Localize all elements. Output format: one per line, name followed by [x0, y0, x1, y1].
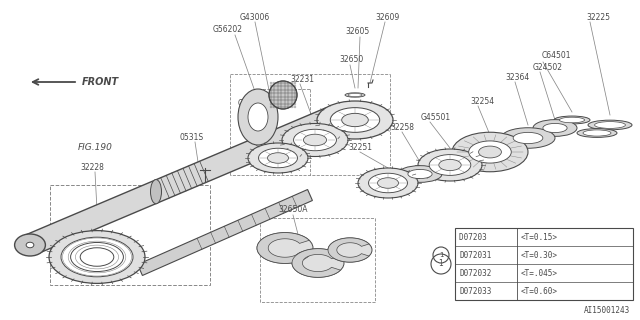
Ellipse shape [257, 233, 313, 263]
Ellipse shape [378, 178, 399, 188]
Ellipse shape [15, 234, 45, 256]
Text: D072033: D072033 [459, 286, 492, 295]
Ellipse shape [282, 124, 348, 156]
Ellipse shape [452, 132, 528, 172]
Ellipse shape [317, 101, 393, 139]
Ellipse shape [70, 243, 124, 271]
Ellipse shape [80, 248, 114, 266]
Ellipse shape [342, 113, 368, 127]
Text: <T=0.60>: <T=0.60> [521, 286, 558, 295]
Text: 32650A: 32650A [278, 205, 308, 214]
Text: <T=.045>: <T=.045> [521, 268, 558, 277]
FancyBboxPatch shape [455, 228, 633, 300]
Text: G43006: G43006 [240, 13, 270, 22]
Text: 32251: 32251 [348, 143, 372, 153]
Ellipse shape [303, 134, 326, 146]
Ellipse shape [429, 155, 471, 175]
Text: D072031: D072031 [459, 251, 492, 260]
Ellipse shape [418, 149, 482, 181]
Text: 32228: 32228 [80, 164, 104, 172]
Ellipse shape [248, 143, 308, 173]
Text: 1: 1 [439, 252, 444, 258]
Ellipse shape [61, 237, 133, 277]
Text: G45501: G45501 [238, 100, 268, 108]
Polygon shape [257, 233, 309, 263]
Ellipse shape [259, 148, 298, 168]
Text: G45501: G45501 [421, 114, 451, 123]
Text: 32609: 32609 [376, 13, 400, 22]
Text: 1: 1 [438, 260, 444, 268]
Ellipse shape [150, 180, 161, 204]
Text: D072032: D072032 [459, 268, 492, 277]
Ellipse shape [543, 124, 567, 132]
Polygon shape [328, 238, 369, 262]
Ellipse shape [533, 120, 577, 136]
Ellipse shape [268, 153, 289, 163]
Ellipse shape [26, 242, 34, 248]
Ellipse shape [468, 141, 511, 163]
Text: 32254: 32254 [470, 98, 494, 107]
Ellipse shape [248, 103, 268, 131]
Ellipse shape [398, 166, 442, 182]
Text: 0531S: 0531S [180, 133, 204, 142]
Ellipse shape [588, 120, 632, 130]
Ellipse shape [294, 129, 337, 151]
Ellipse shape [348, 93, 362, 97]
Ellipse shape [513, 132, 543, 144]
Text: <T=0.15>: <T=0.15> [521, 233, 558, 242]
Ellipse shape [554, 116, 590, 124]
Polygon shape [26, 108, 334, 255]
Ellipse shape [577, 129, 617, 137]
Ellipse shape [479, 146, 501, 158]
Text: 32364: 32364 [506, 74, 530, 83]
Ellipse shape [330, 108, 380, 132]
Text: 32650: 32650 [340, 55, 364, 65]
Ellipse shape [49, 231, 145, 284]
Text: 32605: 32605 [346, 28, 370, 36]
Ellipse shape [583, 130, 611, 136]
Polygon shape [292, 249, 340, 277]
Text: 32225: 32225 [586, 13, 610, 22]
Ellipse shape [559, 117, 584, 123]
Ellipse shape [345, 93, 365, 97]
Text: 32258: 32258 [390, 124, 414, 132]
Ellipse shape [501, 128, 555, 148]
Ellipse shape [369, 173, 408, 193]
Text: G24502: G24502 [533, 62, 563, 71]
Ellipse shape [328, 238, 372, 262]
Polygon shape [138, 189, 312, 276]
Ellipse shape [439, 159, 461, 171]
Text: AI15001243: AI15001243 [584, 306, 630, 315]
Text: 32231: 32231 [290, 76, 314, 84]
Ellipse shape [269, 81, 297, 109]
Text: FRONT: FRONT [82, 77, 119, 87]
Ellipse shape [408, 169, 432, 179]
Text: C64501: C64501 [541, 51, 571, 60]
Ellipse shape [292, 249, 344, 277]
Text: D07203: D07203 [459, 233, 492, 242]
Text: G56202: G56202 [213, 26, 243, 35]
Text: <T=0.30>: <T=0.30> [521, 251, 558, 260]
Ellipse shape [595, 122, 625, 128]
Text: FIG.190: FIG.190 [78, 143, 113, 153]
Ellipse shape [238, 89, 278, 145]
Ellipse shape [358, 168, 418, 198]
